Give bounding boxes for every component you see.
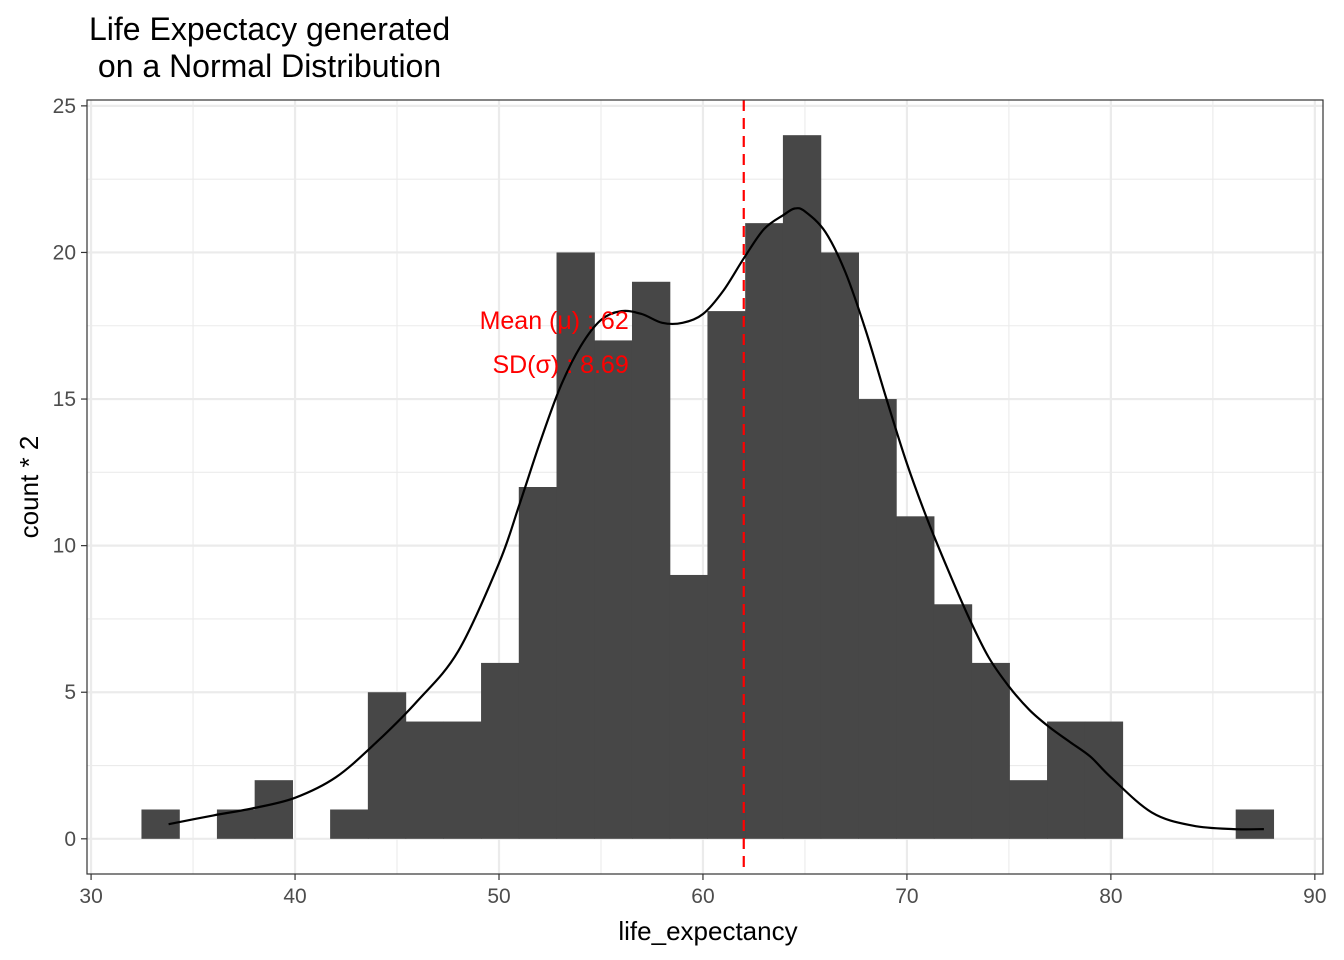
histogram-bars: [141, 135, 1275, 839]
histogram-bar: [556, 252, 595, 839]
x-tick-label: 50: [487, 885, 510, 908]
panel-border: [86, 99, 1324, 875]
x-tick-label: 30: [79, 885, 102, 908]
histogram-bar: [631, 281, 671, 839]
x-tick-label: 70: [895, 885, 918, 908]
histogram-bar: [745, 223, 784, 839]
histogram-bar: [707, 311, 746, 839]
histogram-bar: [933, 604, 973, 839]
x-tick-label: 60: [691, 885, 714, 908]
y-tick-label: 10: [53, 535, 76, 558]
x-axis: 30 40 50 60 70 80 90: [79, 874, 1327, 908]
x-tick-label: 40: [283, 885, 306, 908]
histogram-bar: [858, 399, 897, 839]
chart-title-line-2: on a Normal Distribution: [89, 48, 441, 84]
chart-title-line-1: Life Expectacy generated: [89, 11, 450, 47]
histogram-bar: [518, 487, 558, 839]
histogram-bar: [669, 574, 709, 839]
x-tick-label: 90: [1303, 885, 1326, 908]
histogram-bar: [481, 662, 520, 839]
histogram-bar: [820, 252, 859, 839]
y-tick-label: 20: [53, 241, 76, 264]
annotation-mean: Mean (μ) : 62: [480, 307, 629, 335]
histogram-bar: [405, 721, 444, 839]
histogram-bar: [1235, 809, 1275, 839]
histogram-bar: [330, 809, 369, 839]
y-axis-title: count * 2: [14, 436, 44, 539]
x-axis-title: life_expectancy: [618, 916, 797, 946]
histogram-bar: [1084, 721, 1124, 839]
annotations: Mean (μ) : 62 SD(σ) : 8.69: [480, 307, 629, 379]
histogram-bar: [896, 516, 935, 839]
histogram-bar: [971, 662, 1010, 839]
histogram-bar: [367, 692, 407, 839]
y-tick-label: 25: [53, 95, 76, 118]
y-axis: 0 5 10 15 20 25: [53, 95, 87, 851]
annotation-sd: SD(σ) : 8.69: [492, 351, 628, 379]
chart-title: Life Expectacy generated on a Normal Dis…: [89, 11, 450, 84]
histogram-bar: [443, 721, 482, 839]
density-curve: [168, 207, 1264, 831]
histogram-bar: [254, 780, 293, 839]
density-curve-layer: [168, 207, 1264, 831]
y-tick-label: 0: [64, 828, 76, 851]
x-tick-label: 80: [1099, 885, 1122, 908]
histogram-bar: [1009, 780, 1048, 839]
y-tick-label: 15: [53, 388, 76, 411]
y-tick-label: 5: [64, 681, 76, 704]
histogram-bar: [594, 340, 633, 839]
histogram-bar: [782, 135, 822, 839]
histogram-bar: [1047, 721, 1086, 839]
